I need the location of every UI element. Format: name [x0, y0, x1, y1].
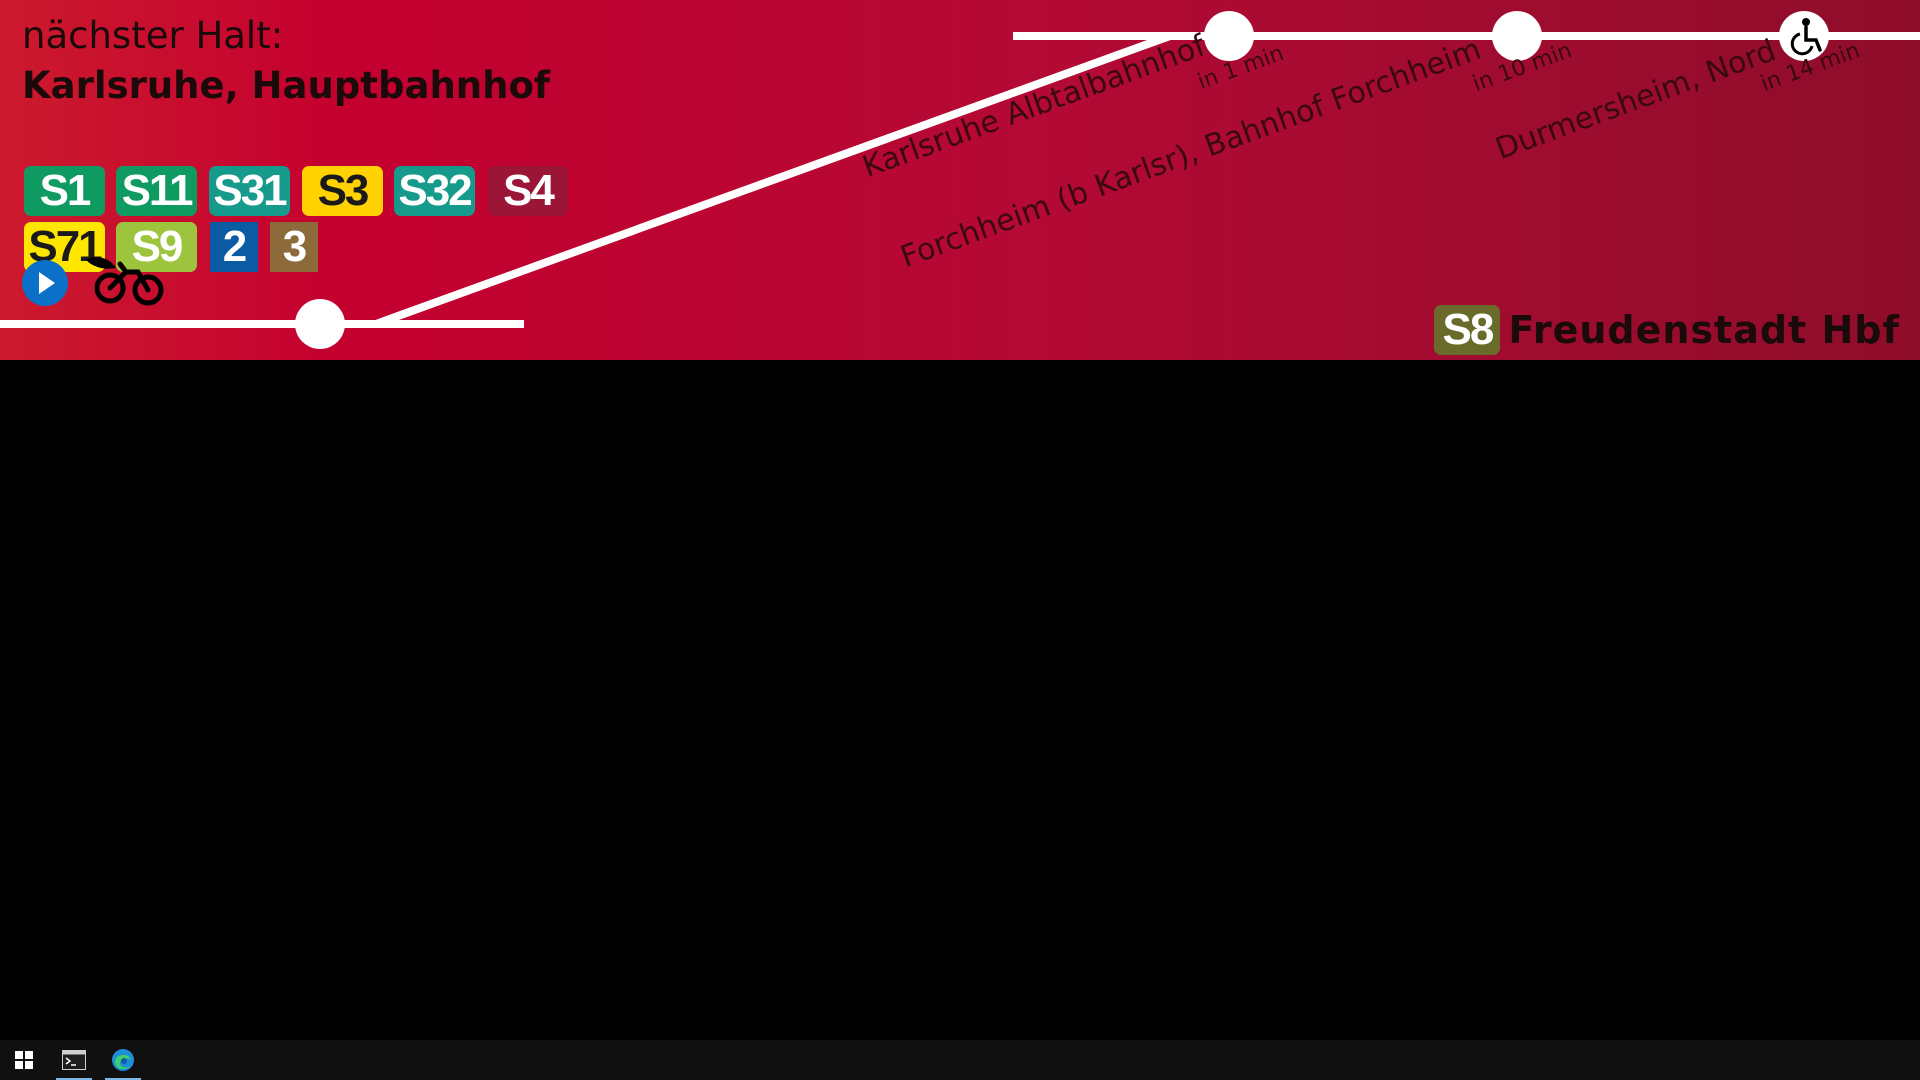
line-badge-s11: S11	[116, 166, 197, 216]
stop-marker-2	[1492, 11, 1542, 61]
route-line-diagram	[0, 11, 1920, 349]
line-badge-2: 2	[210, 222, 258, 272]
line-badge-s32: S32	[394, 166, 475, 216]
stop-marker-1	[1204, 11, 1254, 61]
start-icon	[15, 1051, 33, 1069]
line-badge-s9: S9	[116, 222, 197, 272]
line-badge-s3: S3	[302, 166, 383, 216]
destination: S8 Freudenstadt Hbf	[1434, 302, 1900, 358]
taskbar-edge-button[interactable]	[99, 1040, 147, 1080]
start-button[interactable]	[0, 1040, 48, 1080]
terminal-icon	[62, 1050, 86, 1070]
play-icon	[22, 260, 68, 306]
line-badge-3: 3	[270, 222, 318, 272]
taskbar-terminal-button[interactable]	[50, 1040, 98, 1080]
line-badge-s1: S1	[24, 166, 105, 216]
edge-icon	[112, 1049, 134, 1071]
next-stop-name: Karlsruhe, Hauptbahnhof	[22, 64, 550, 107]
next-stop-label: nächster Halt:	[22, 14, 284, 57]
destination-line-badge: S8	[1434, 305, 1501, 355]
destination-name: Freudenstadt Hbf	[1508, 308, 1900, 352]
wheelchair-icon	[1790, 18, 1822, 56]
taskbar	[0, 1040, 1920, 1080]
bicycle-icon	[86, 257, 164, 306]
stop-marker-current	[295, 299, 345, 349]
line-badge-s4: S4	[488, 166, 568, 216]
line-badge-s31: S31	[209, 166, 290, 216]
passenger-info-banner: nächster Halt: Karlsruhe, Hauptbahnhof S…	[0, 0, 1920, 360]
stop-marker-3	[1779, 11, 1829, 61]
route-segment-diagonal	[374, 32, 1172, 328]
